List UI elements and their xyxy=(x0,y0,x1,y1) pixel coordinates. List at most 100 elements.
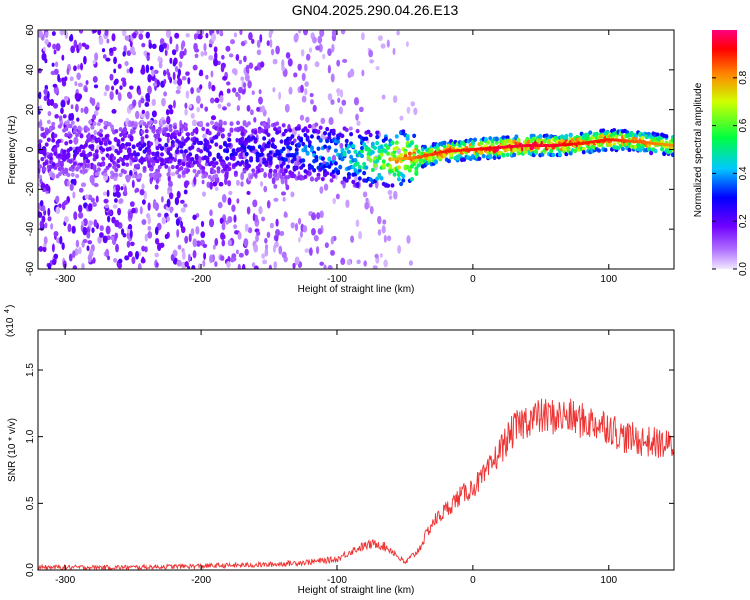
spectrogram-cell xyxy=(176,85,182,90)
spectrogram-cell xyxy=(88,220,94,226)
spectrogram-cell xyxy=(370,150,375,155)
spectrogram-cell xyxy=(309,247,313,256)
spectrogram-cell xyxy=(349,154,354,160)
spectrogram-cell xyxy=(479,140,484,146)
spectrogram-cell xyxy=(392,95,398,104)
snr-scale-text: (x10 xyxy=(5,317,16,337)
spectrogram-cell xyxy=(362,161,367,167)
spectrogram-cell xyxy=(387,189,393,196)
spectrogram-cell xyxy=(133,123,138,128)
spectrogram-cell xyxy=(162,42,167,49)
spectrogram-cell xyxy=(225,45,231,52)
spectrogram-cell xyxy=(405,136,410,141)
spectrogram-cell xyxy=(362,170,367,176)
spectrogram-cell xyxy=(122,129,127,134)
spectrogram-cell xyxy=(175,170,180,175)
spectrogram-cell xyxy=(320,176,325,182)
spectrogram-cell xyxy=(112,257,118,263)
spectrogram-cell xyxy=(220,232,225,240)
spectrogram-cell xyxy=(38,174,43,180)
spectrogram-cell xyxy=(287,157,291,164)
spectrogram-cell xyxy=(94,171,99,177)
spectrogram-cell xyxy=(240,172,245,181)
spectrogram-cell xyxy=(157,56,162,63)
spectrogram-cell xyxy=(281,59,285,68)
spectrogram-cell xyxy=(54,114,59,119)
spectrogram-cell xyxy=(127,93,133,100)
spectrogram-cell xyxy=(144,156,149,162)
spectrogram-cell xyxy=(200,231,206,239)
spectrogram-cell xyxy=(318,43,323,53)
spectrogram-cell xyxy=(363,260,367,267)
spectrogram-cell xyxy=(201,126,206,132)
spectrogram-cell xyxy=(174,32,180,39)
spectrogram-cell xyxy=(275,45,280,55)
spectrogram-cell xyxy=(344,138,349,144)
spectrogram-cell xyxy=(168,180,173,188)
spectrogram-cell xyxy=(42,166,47,172)
spectrogram-cell xyxy=(328,117,334,126)
spectrogram-cell xyxy=(102,191,107,196)
spectrogram-cell xyxy=(78,42,82,50)
spectrogram-cell xyxy=(336,170,341,176)
spectrogram-cell xyxy=(92,202,97,208)
spectrogram-cell xyxy=(396,165,401,170)
spectrogram-cell xyxy=(193,176,197,186)
spectrogram-cell xyxy=(373,163,378,168)
spectrogram-cell xyxy=(557,152,562,157)
spectrogram-cell xyxy=(207,144,212,150)
spectrogram-cell xyxy=(89,97,93,104)
spectrogram-cell xyxy=(327,64,332,74)
spectrogram-cell xyxy=(157,164,162,170)
spectrogram-cell xyxy=(175,89,181,95)
spectrogram-cell xyxy=(620,146,625,152)
spectrogram-cell xyxy=(353,149,358,154)
spectrogram-cell xyxy=(240,136,245,141)
spectrogram-cell xyxy=(183,149,188,154)
spectrogram-cell xyxy=(357,164,362,170)
spectrogram-cell xyxy=(188,152,193,157)
spectrogram-cell xyxy=(305,128,310,134)
spectrogram-cell xyxy=(163,69,167,77)
spectrogram-cell xyxy=(160,196,164,203)
spectrogram-cell xyxy=(227,137,232,143)
spectrogram-cell xyxy=(83,168,88,174)
spectrogram-cell xyxy=(568,133,573,138)
spectrogram-cell xyxy=(217,103,222,109)
spectrogram-cell xyxy=(214,121,219,127)
spectrogram-cell xyxy=(655,132,660,137)
spectrogram-cell xyxy=(47,216,52,222)
spectrogram-cell xyxy=(118,127,123,132)
spectrogram-cell xyxy=(177,159,182,164)
spectrogram-cell xyxy=(320,117,326,125)
spectrogram-cell xyxy=(93,129,97,136)
spectrogram-cell xyxy=(166,115,171,125)
spectrogram-cell xyxy=(483,137,488,142)
spectrogram-cell xyxy=(116,163,121,169)
spectrogram-cell xyxy=(330,249,335,256)
spectrogram-cell xyxy=(336,139,341,144)
spectrogram-cell xyxy=(236,179,240,186)
spectrogram-cell xyxy=(357,168,362,173)
spectrogram-cell xyxy=(207,174,212,180)
spectrogram-cell xyxy=(254,214,259,223)
spectrogram-cell xyxy=(64,126,69,132)
spectrogram-cell xyxy=(292,262,296,269)
spectrogram-cell xyxy=(53,253,59,260)
spectrogram-cell xyxy=(316,212,321,220)
spectrogram-cell xyxy=(614,134,619,140)
spectrogram-cell xyxy=(194,172,199,178)
spectrogram-cell xyxy=(92,257,96,264)
spectrogram-cell xyxy=(370,167,375,173)
spectrogram-cell xyxy=(115,184,121,192)
spectrogram-cell xyxy=(412,133,417,138)
spectrogram-cell xyxy=(181,75,187,81)
spectrogram-cell xyxy=(272,58,278,65)
spectrogram-cell xyxy=(414,171,419,176)
spectrogram-cell xyxy=(340,157,345,162)
spectrogram-cell xyxy=(144,128,149,134)
spectrogram-cell xyxy=(38,121,43,126)
spectrogram-cell xyxy=(368,183,373,188)
spectrogram-cell xyxy=(263,185,268,193)
spectrogram-cell xyxy=(140,129,145,135)
